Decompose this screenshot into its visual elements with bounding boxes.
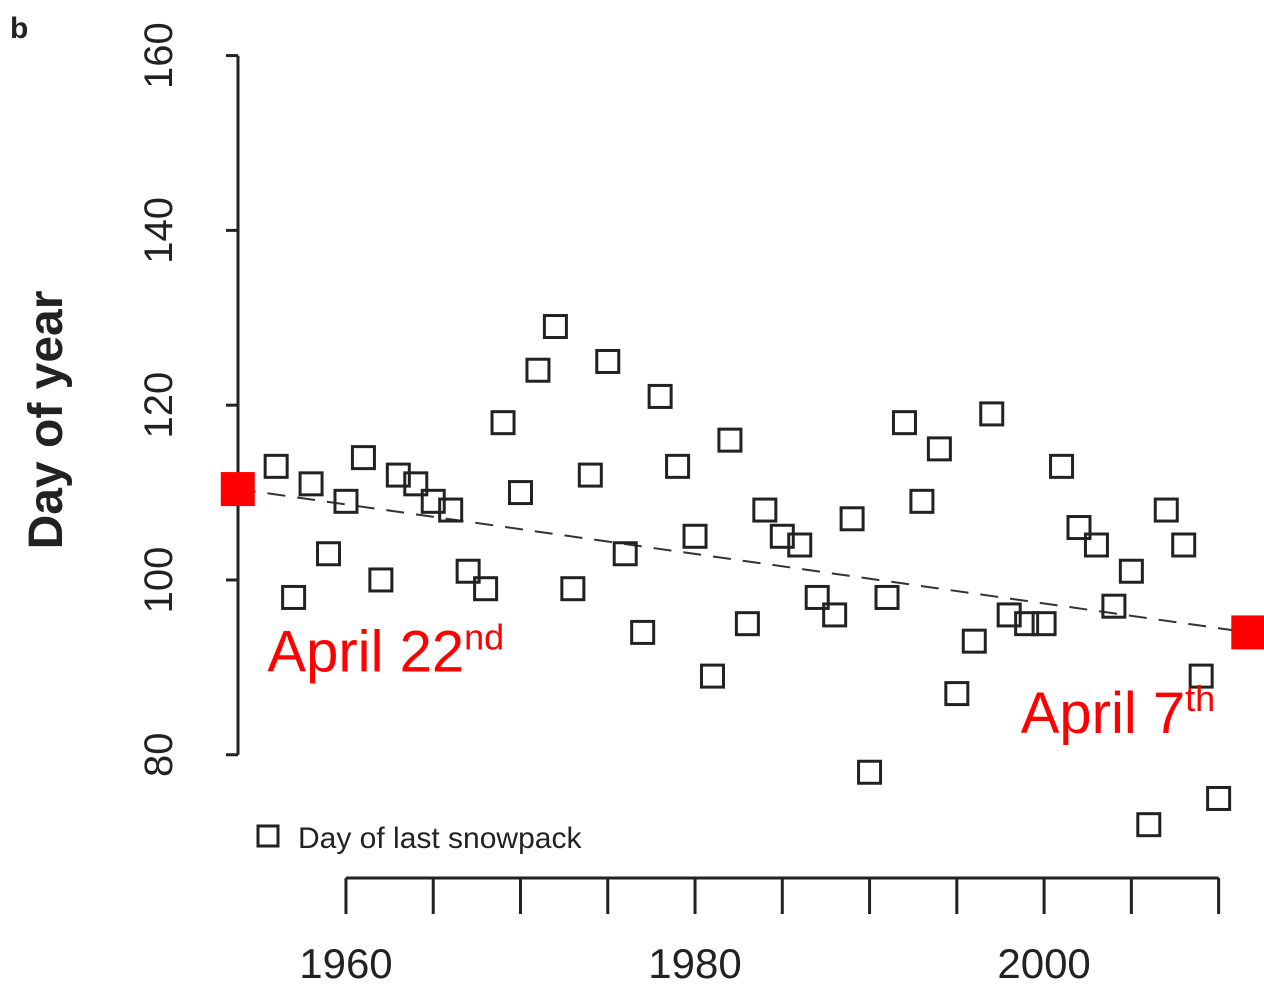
data-point: [368, 567, 394, 593]
data-point: [1188, 663, 1214, 689]
data-point: [316, 541, 342, 567]
data-point: [612, 541, 638, 567]
data-point: [891, 410, 917, 436]
data-point: [752, 497, 778, 523]
data-point: [490, 410, 516, 436]
data-point: [804, 584, 830, 610]
data-point: [857, 759, 883, 785]
data-point: [1066, 515, 1092, 541]
annotation-suffix: th: [1185, 678, 1215, 719]
data-point: [403, 471, 429, 497]
data-point: [717, 427, 743, 453]
y-tick-label: 80: [137, 733, 181, 778]
data-point: [595, 348, 621, 374]
data-point: [1101, 593, 1127, 619]
data-point: [1118, 558, 1144, 584]
data-point: [263, 453, 289, 479]
data-point: [455, 558, 481, 584]
y-tick-label: 100: [137, 547, 181, 614]
y-tick-label: 140: [137, 197, 181, 264]
data-point: [961, 628, 987, 654]
data-point: [822, 602, 848, 628]
data-point: [787, 532, 813, 558]
annotation-suffix: nd: [464, 617, 504, 658]
data-point: [979, 401, 1005, 427]
y-tick-label: 160: [137, 22, 181, 89]
trend-end-marker: [220, 472, 255, 507]
data-point: [420, 488, 446, 514]
data-point: [1083, 532, 1109, 558]
legend-label: Day of last snowpack: [298, 822, 582, 855]
data-point: [542, 314, 568, 340]
data-point: [281, 584, 307, 610]
data-point: [473, 576, 499, 602]
annotation: April 7th: [1021, 678, 1215, 746]
data-point: [1049, 453, 1075, 479]
data-point: [350, 445, 376, 471]
data-point: [1014, 611, 1040, 637]
data-point: [1171, 532, 1197, 558]
annotation-text: April 7: [1021, 681, 1185, 746]
data-point: [525, 357, 551, 383]
data-point: [647, 383, 673, 409]
y-axis-title: Day of year: [20, 291, 73, 550]
y-tick-label: 120: [137, 372, 181, 439]
data-point: [630, 619, 656, 645]
data-point: [385, 462, 411, 488]
data-point: [926, 436, 952, 462]
data-point: [333, 488, 359, 514]
data-point: [577, 462, 603, 488]
x-tick-label: 1980: [648, 940, 741, 985]
data-point: [944, 681, 970, 707]
annotation-text: April 22: [267, 620, 464, 685]
x-tick-label: 1960: [299, 940, 392, 985]
trend-end-marker: [1231, 615, 1264, 650]
data-point: [560, 576, 586, 602]
x-tick-label: 2000: [997, 940, 1090, 985]
data-point: [839, 506, 865, 532]
data-point: [507, 480, 533, 506]
data-point: [996, 602, 1022, 628]
data-point: [769, 523, 795, 549]
data-point: [682, 523, 708, 549]
data-point: [438, 497, 464, 523]
data-point: [734, 611, 760, 637]
data-point: [1136, 812, 1162, 838]
panel-label: b: [10, 12, 28, 45]
data-point: [909, 488, 935, 514]
data-point: [665, 453, 691, 479]
data-point: [1153, 497, 1179, 523]
data-point: [699, 663, 725, 689]
trend-line: [237, 488, 1249, 634]
data-point: [298, 471, 324, 497]
data-point: [874, 584, 900, 610]
data-point: [1206, 785, 1232, 811]
legend-marker: [256, 824, 280, 848]
data-point: [1031, 611, 1057, 637]
annotation: April 22nd: [267, 617, 504, 685]
